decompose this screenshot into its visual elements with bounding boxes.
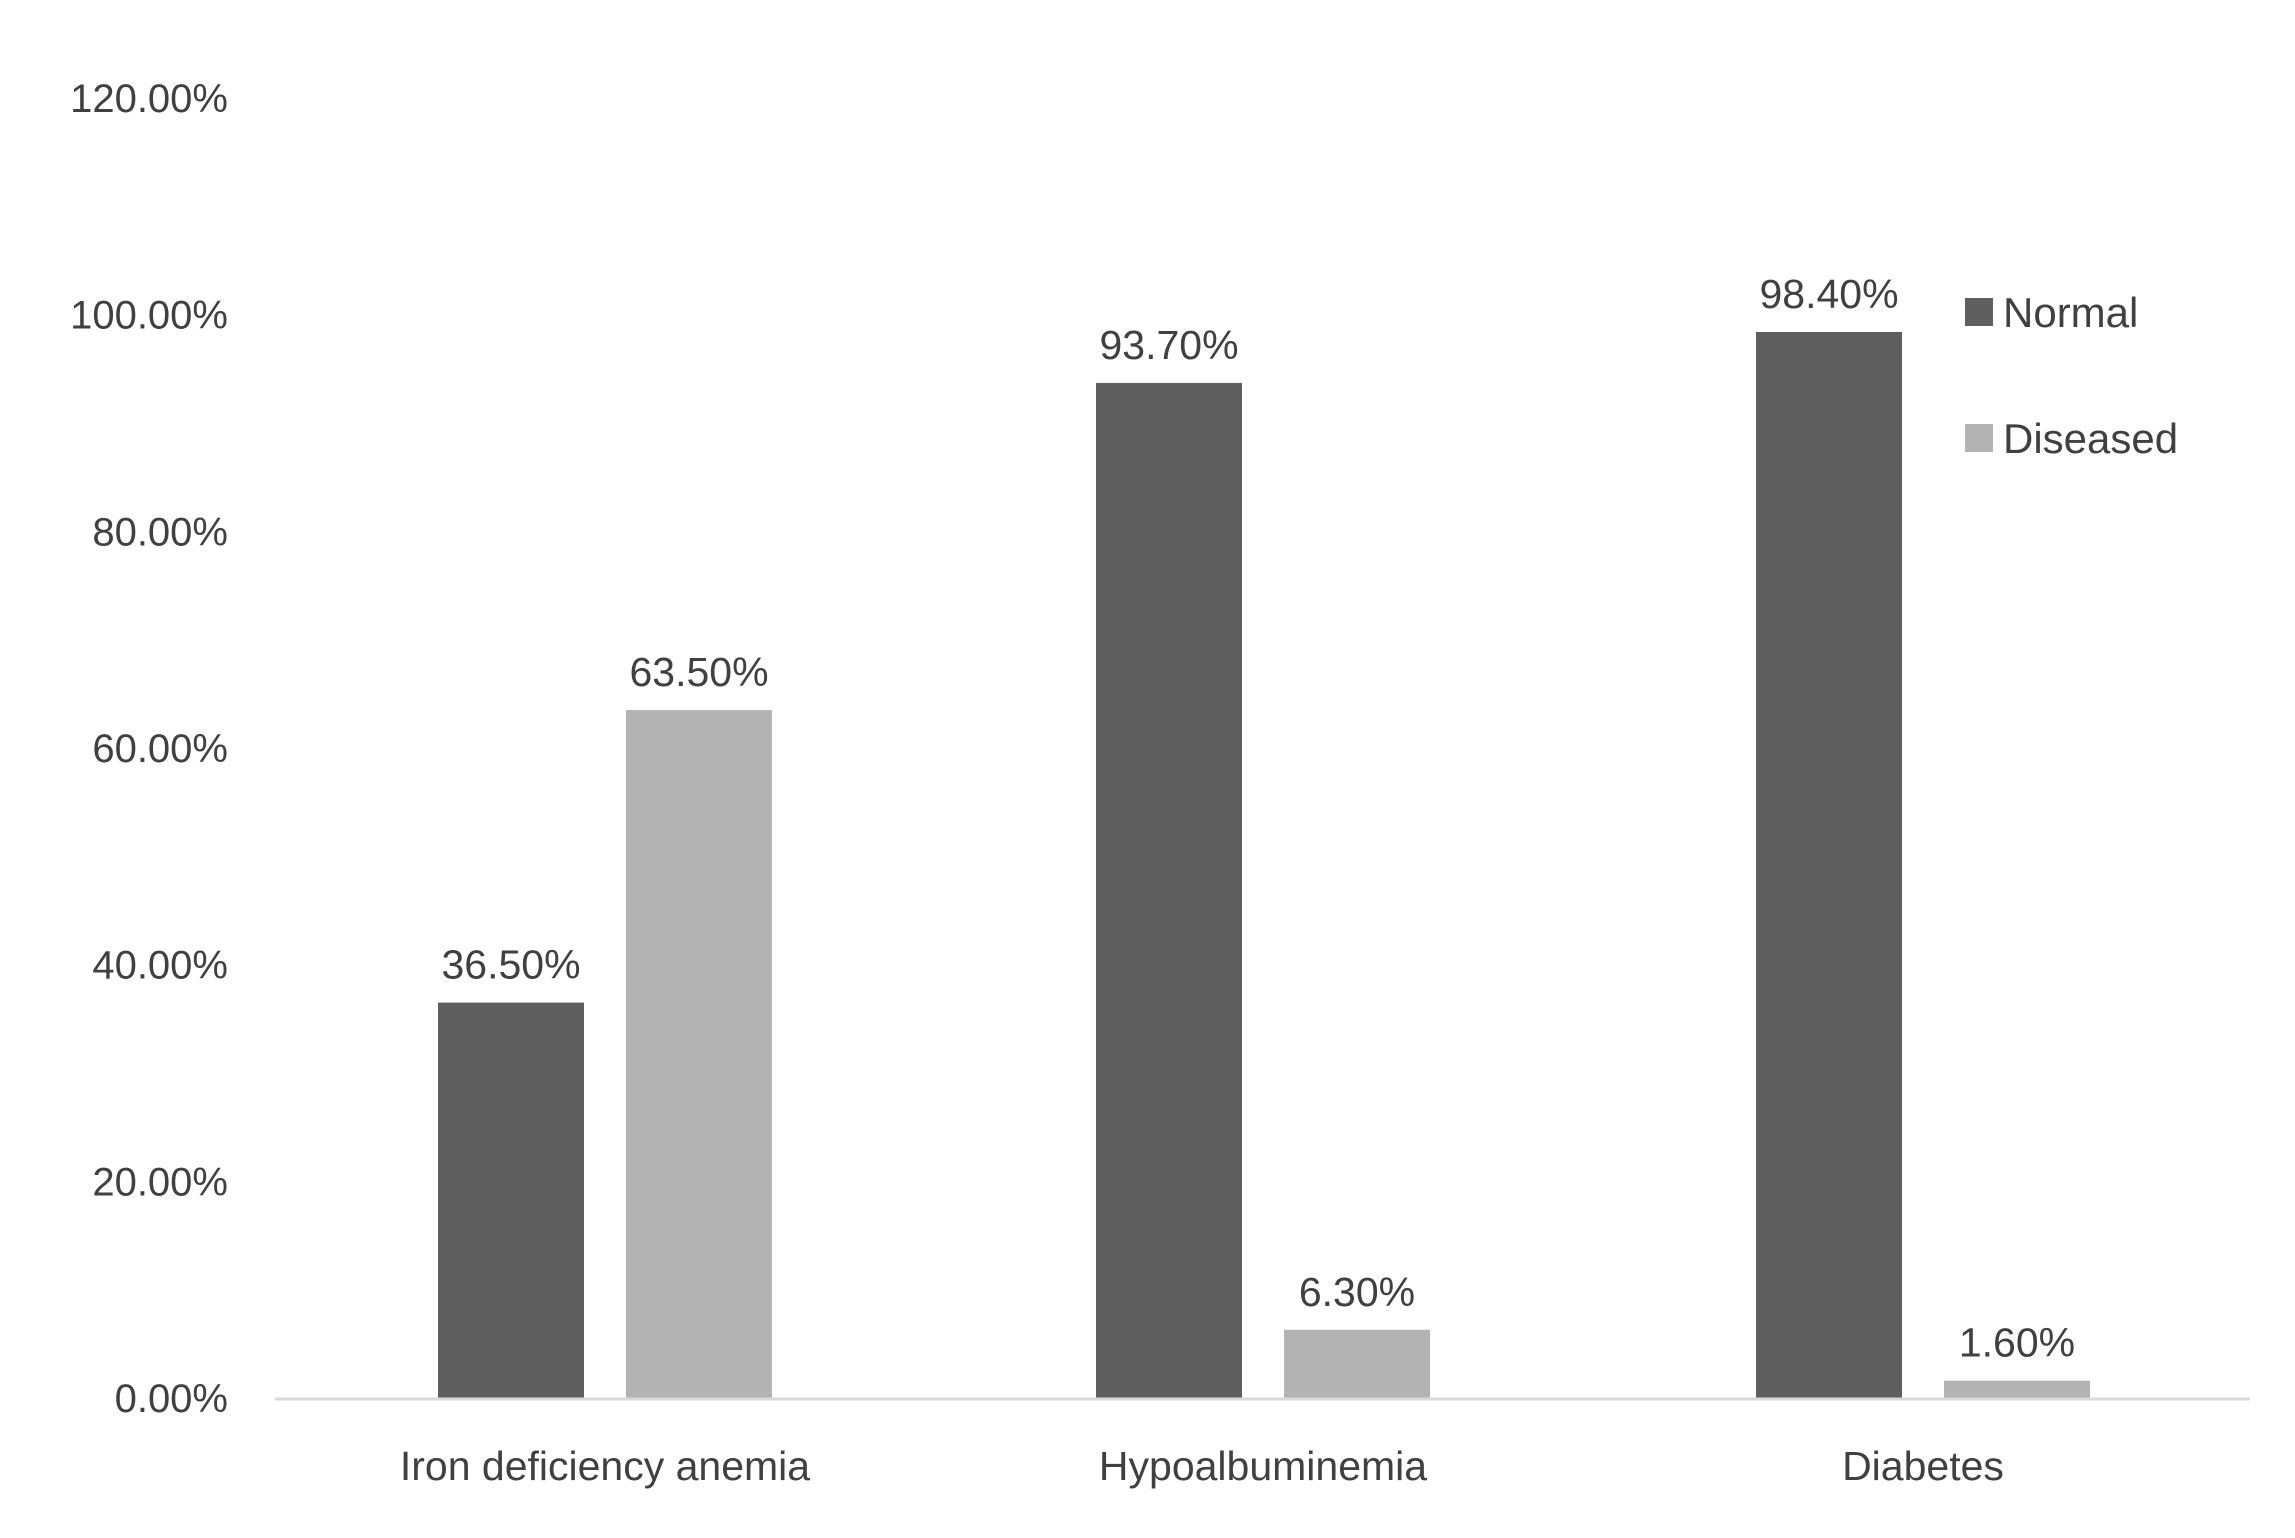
legend-label-diseased: Diseased	[2003, 415, 2178, 462]
bar-value-label: 36.50%	[441, 942, 580, 988]
x-category-label: Iron deficiency anemia	[400, 1443, 810, 1489]
legend-label-normal: Normal	[2003, 289, 2138, 336]
x-axis-category-labels: Iron deficiency anemia Hypoalbuminemia Dia…	[400, 1443, 2004, 1489]
bar-diseased-1	[1284, 1329, 1430, 1398]
legend: Normal Diseased	[1965, 289, 2178, 462]
y-tick-label: 0.00%	[115, 1377, 228, 1421]
legend-swatch-diseased	[1965, 424, 1993, 452]
bar-normal-0	[438, 1002, 584, 1398]
y-tick-label: 60.00%	[92, 727, 228, 771]
x-category-label: Hypoalbuminemia	[1099, 1443, 1427, 1489]
bar-value-label: 93.70%	[1099, 322, 1238, 368]
y-tick-label: 120.00%	[70, 77, 228, 121]
bar-normal-2	[1756, 332, 1902, 1398]
y-tick-label: 40.00%	[92, 944, 228, 988]
x-category-label: Diabetes	[1842, 1443, 2004, 1489]
y-axis-ticks: 0.00% 20.00% 40.00% 60.00% 80.00% 100.00% 120.…	[70, 77, 228, 1421]
bar-value-label: 6.30%	[1299, 1269, 1415, 1315]
y-tick-label: 20.00%	[92, 1160, 228, 1204]
bar-normal-1	[1096, 382, 1242, 1399]
legend-swatch-normal	[1965, 298, 1993, 326]
bars	[438, 332, 2090, 1399]
bar-value-label: 98.40%	[1759, 271, 1898, 317]
y-tick-label: 80.00%	[92, 510, 228, 554]
bar-diseased-2	[1944, 1380, 2090, 1398]
bar-data-labels: 36.50% 93.70% 98.40% 63.50% 6.30% 1.60%	[441, 271, 2075, 1366]
bar-value-label: 63.50%	[629, 649, 768, 695]
bar-value-label: 1.60%	[1959, 1320, 2075, 1366]
y-tick-label: 100.00%	[70, 294, 228, 338]
bar-diseased-0	[626, 710, 772, 1398]
